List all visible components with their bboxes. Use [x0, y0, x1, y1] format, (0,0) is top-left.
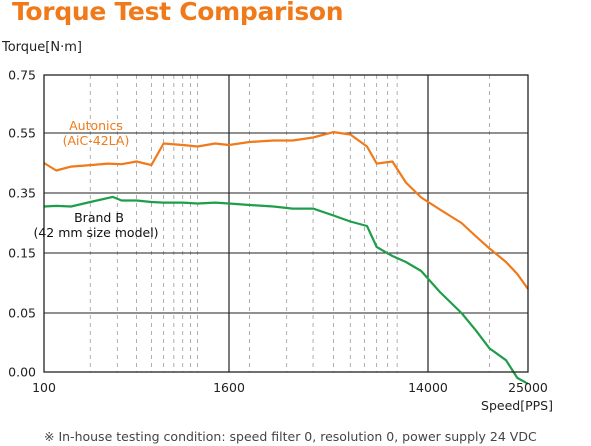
y-axis-label: Torque[N·m]	[2, 40, 82, 55]
chart-title: Torque Test Comparison	[12, 0, 344, 26]
y-tick-label: 0.35	[8, 186, 36, 201]
y-tick-label: 0.05	[8, 306, 36, 321]
x-tick-label: 14000	[408, 380, 448, 395]
x-tick-label: 25000	[508, 380, 548, 395]
x-axis-label: Speed[PPS]	[481, 398, 553, 413]
series-label-autonics: Autonics	[69, 118, 123, 133]
footnote: ※ In-house testing condition: speed filt…	[44, 429, 537, 444]
x-tick-label: 100	[32, 380, 56, 395]
plot-frame	[43, 74, 529, 373]
x-tick-label: 1600	[213, 380, 245, 395]
series-label-brand-b-model: (42 mm size model)	[33, 225, 158, 240]
y-tick-label: 0.00	[8, 365, 36, 380]
series-line-autonics	[43, 131, 529, 290]
series-label-autonics-model: (AiC-42LA)	[63, 133, 130, 148]
y-tick-label: 0.75	[8, 68, 36, 83]
y-tick-label: 0.55	[8, 126, 36, 141]
y-tick-label: 0.15	[8, 246, 36, 261]
series-line-brand-b	[43, 195, 529, 385]
series-label-brand-b: Brand B	[74, 210, 124, 225]
